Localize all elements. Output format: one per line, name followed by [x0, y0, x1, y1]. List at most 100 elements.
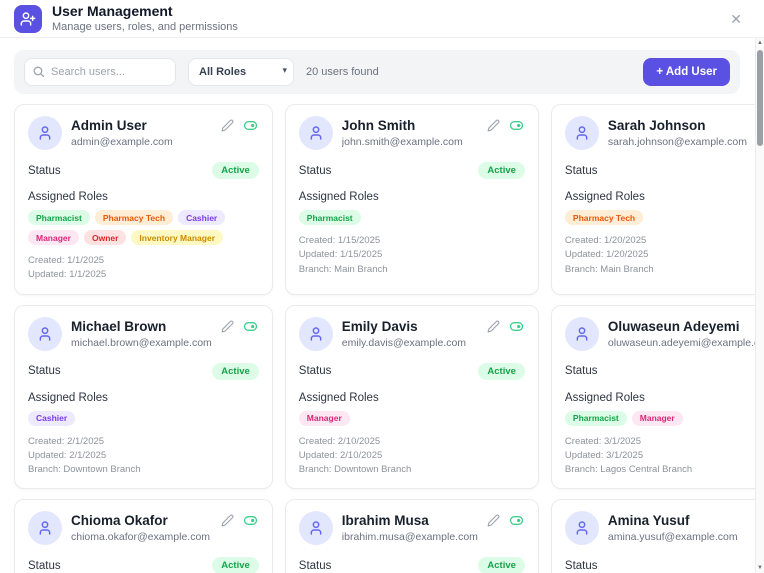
- edit-user-button[interactable]: [221, 320, 234, 333]
- avatar: [298, 116, 333, 150]
- edit-user-button[interactable]: [487, 119, 500, 132]
- main-content: All Roles ▾ 20 users found + Add User Ad…: [0, 38, 764, 573]
- user-plus-icon: [14, 4, 42, 33]
- card-meta: Created: 1/1/2025 Updated: 1/1/2025: [28, 254, 259, 283]
- user-card: Michael Brown michael.brown@example.com …: [14, 304, 273, 490]
- role-chips: Manager: [298, 410, 525, 426]
- role-chip: Pharmacy Tech: [94, 210, 174, 225]
- user-icon: [39, 521, 51, 535]
- edit-user-button[interactable]: [487, 514, 500, 527]
- roles-filter-select[interactable]: All Roles: [188, 58, 294, 86]
- user-name: Emily Davis: [341, 318, 418, 334]
- role-chip: Manager: [631, 410, 683, 426]
- user-name: Amina Yusuf: [607, 513, 690, 529]
- created-date: Created: 1/20/2025: [564, 235, 647, 246]
- role-chip: Pharmacist: [28, 210, 90, 225]
- status-label: Status: [564, 559, 598, 572]
- updated-date: Updated: 1/15/2025: [298, 249, 383, 261]
- user-card: Chioma Okafor chioma.okafor@example.com …: [14, 499, 273, 573]
- user-icon: [310, 521, 322, 535]
- pencil-icon: [221, 119, 234, 132]
- add-user-button[interactable]: + Add User: [643, 58, 730, 86]
- scroll-thumb[interactable]: [757, 50, 763, 146]
- status-label: Status: [298, 365, 332, 377]
- status-label: Status: [28, 559, 61, 572]
- user-icon: [310, 326, 322, 341]
- branch-label: Branch: Main Branch: [298, 263, 388, 275]
- role-chip: Inventory Manager: [131, 230, 223, 245]
- user-card: Sarah Johnson sarah.johnson@example.com …: [550, 104, 764, 295]
- user-name: Chioma Okafor: [71, 513, 168, 529]
- pencil-icon: [487, 514, 500, 527]
- user-email: michael.brown@example.com: [71, 336, 212, 349]
- toggle-on-icon: [509, 321, 524, 331]
- user-icon: [39, 126, 51, 140]
- assigned-roles-label: Assigned Roles: [28, 391, 108, 404]
- assigned-roles-label: Assigned Roles: [298, 191, 379, 203]
- user-name: Ibrahim Musa: [341, 513, 429, 529]
- branch-label: Branch: Main Branch: [564, 263, 654, 275]
- user-name: Admin User: [71, 118, 147, 133]
- toggle-on-icon: [243, 121, 257, 130]
- pencil-icon: [487, 320, 500, 332]
- branch-label: Branch: Downtown Branch: [298, 464, 412, 475]
- avatar: [564, 316, 599, 351]
- scrollbar[interactable]: ▲ ▼: [755, 38, 764, 573]
- edit-user-button[interactable]: [221, 119, 234, 132]
- role-chips: Pharmacy Tech: [564, 210, 764, 225]
- toggle-status-button[interactable]: [242, 119, 259, 132]
- role-chips: Pharmacist: [298, 210, 525, 225]
- close-button[interactable]: ✕: [722, 8, 750, 30]
- created-date: Created: 2/1/2025: [28, 435, 105, 447]
- toggle-on-icon: [509, 121, 524, 130]
- role-chips: Pharmacist Pharmacy Tech Cashier Manager Own…: [28, 210, 259, 245]
- user-card: John Smith john.smith@example.com Status…: [284, 104, 539, 295]
- avatar: [564, 116, 599, 150]
- toggle-on-icon: [243, 321, 257, 331]
- pencil-icon: [487, 119, 500, 132]
- status-badge: Active: [478, 362, 525, 380]
- toggle-status-button[interactable]: [508, 119, 525, 132]
- scroll-down-arrow[interactable]: ▼: [757, 565, 763, 571]
- user-card: Admin User admin@example.com Status Acti…: [14, 104, 273, 295]
- search-icon: [33, 66, 45, 78]
- app-header: User Management Manage users, roles, and…: [0, 0, 764, 38]
- role-chip: Pharmacist: [564, 410, 627, 426]
- user-icon: [576, 326, 588, 341]
- created-date: Created: 1/1/2025: [28, 255, 105, 266]
- scroll-up-arrow[interactable]: ▲: [757, 40, 763, 46]
- close-icon: ✕: [730, 10, 742, 27]
- toggle-on-icon: [509, 516, 524, 526]
- pencil-icon: [221, 514, 234, 527]
- assigned-roles-label: Assigned Roles: [564, 191, 645, 203]
- avatar: [298, 316, 333, 351]
- status-badge: Active: [478, 557, 525, 573]
- card-meta: Created: 3/1/2025 Updated: 3/1/2025 Bran…: [565, 435, 764, 478]
- avatar: [28, 316, 62, 351]
- edit-user-button[interactable]: [487, 320, 500, 333]
- updated-date: Updated: 1/1/2025: [28, 269, 107, 281]
- user-email: admin@example.com: [71, 136, 173, 148]
- role-chip: Cashier: [28, 410, 76, 426]
- results-count: 20 users found: [306, 66, 379, 78]
- role-chip: Manager: [298, 410, 350, 426]
- avatar: [28, 116, 62, 150]
- avatar: [298, 511, 333, 546]
- user-email: oluwaseun.adeyemi@example.com: [607, 336, 764, 349]
- toggle-on-icon: [243, 516, 257, 526]
- search-input[interactable]: [24, 58, 176, 86]
- user-name: John Smith: [341, 118, 416, 133]
- edit-user-button[interactable]: [221, 514, 234, 527]
- toggle-status-button[interactable]: [242, 320, 259, 333]
- user-icon: [576, 126, 588, 140]
- toggle-status-button[interactable]: [508, 514, 525, 527]
- role-chips: Cashier: [28, 410, 259, 426]
- assigned-roles-label: Assigned Roles: [28, 191, 108, 203]
- user-email: chioma.okafor@example.com: [71, 531, 211, 544]
- updated-date: Updated: 2/10/2025: [298, 449, 383, 461]
- toggle-status-button[interactable]: [508, 320, 525, 333]
- status-label: Status: [28, 164, 61, 177]
- toggle-status-button[interactable]: [242, 514, 259, 527]
- user-name: Oluwaseun Adeyemi: [607, 318, 740, 334]
- toolbar: All Roles ▾ 20 users found + Add User: [14, 50, 740, 94]
